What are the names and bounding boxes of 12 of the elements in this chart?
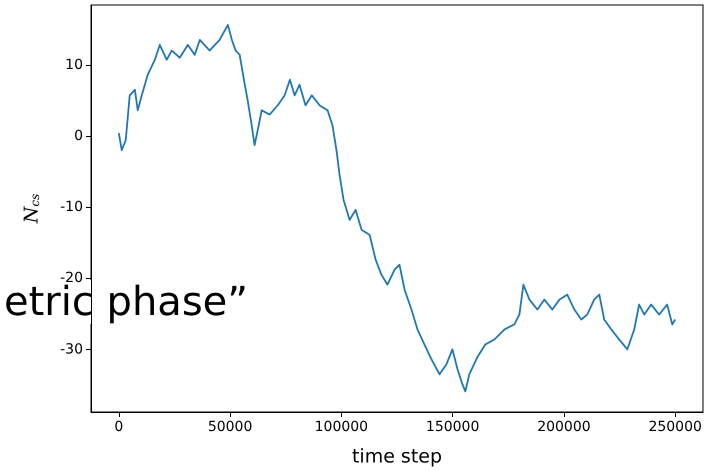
y-tick-label: -30 bbox=[60, 341, 83, 358]
y-tick-label: 0 bbox=[74, 128, 83, 144]
x-tick-label: 100000 bbox=[314, 419, 368, 435]
x-tick-label: 0 bbox=[114, 419, 124, 435]
x-axis-title: time step bbox=[352, 446, 442, 468]
y-tick-label: -10 bbox=[60, 199, 83, 216]
x-tick-label: 200000 bbox=[537, 419, 591, 435]
x-tick-label: 50000 bbox=[208, 419, 252, 435]
x-tick-label: 250000 bbox=[648, 419, 702, 435]
y-axis-title: Ncs bbox=[20, 194, 42, 224]
y-tick-label: 10 bbox=[65, 56, 83, 73]
x-tick-label: 150000 bbox=[426, 419, 480, 435]
